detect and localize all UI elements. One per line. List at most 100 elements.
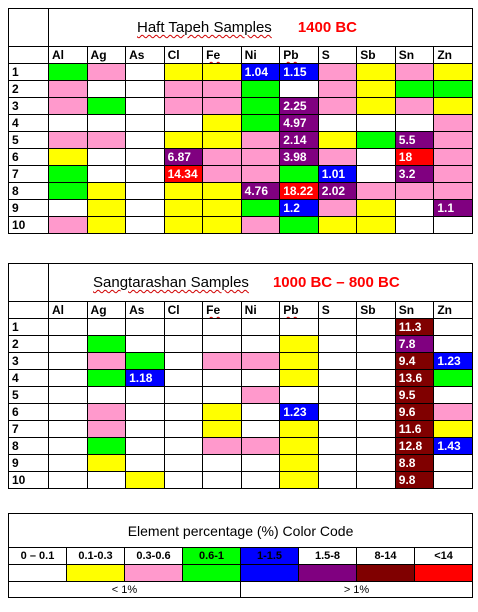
- cell-cl: [163, 80, 204, 98]
- cell-pb: [279, 80, 319, 98]
- cell-cl: [163, 386, 204, 404]
- cell-ni: [240, 216, 281, 234]
- element-symbol: Pb: [283, 303, 299, 317]
- legend-swatch: [240, 564, 299, 582]
- legend-footer-high: > 1%: [239, 581, 474, 598]
- table-title: Haft Tapeh Samples: [137, 19, 272, 36]
- sample-number: 3: [8, 97, 49, 115]
- cell-as: [125, 216, 165, 234]
- cell-sb: [356, 182, 396, 200]
- sample-row: 10 9.8: [8, 471, 473, 489]
- cell-zn: 1.43: [433, 437, 473, 455]
- cell-fe: [202, 80, 242, 98]
- cell-cl: [163, 335, 204, 353]
- cell-cl: [163, 97, 204, 115]
- cell-sb: [356, 420, 396, 438]
- cell-pb: [279, 471, 319, 489]
- cell-cl: [163, 369, 204, 387]
- element-symbol: Fe: [206, 303, 221, 317]
- cell-ni: [240, 80, 281, 98]
- sample-row: 10: [8, 216, 473, 234]
- sample-number: 9: [8, 454, 49, 472]
- cell-sn: [394, 63, 435, 81]
- sample-row: 9 8.8: [8, 454, 473, 472]
- cell-al: [48, 114, 88, 132]
- cell-fe: [202, 131, 242, 149]
- sample-number: 2: [8, 80, 49, 98]
- cell-sn: [394, 114, 435, 132]
- cell-sb: [356, 63, 396, 81]
- sample-number: 10: [8, 471, 49, 489]
- element-header-sb: Sb: [356, 301, 396, 319]
- cell-al: [48, 352, 88, 370]
- legend-title: Element percentage (%) Color Code: [7, 513, 474, 548]
- legend-swatch: [413, 564, 474, 582]
- cell-s: [317, 131, 358, 149]
- cell-s: [317, 369, 358, 387]
- sample-number: 2: [8, 335, 49, 353]
- element-header-row: Al Ag As Cl Fe Ni Pb S Sb Sn Zn: [8, 301, 473, 319]
- cell-ni: [240, 199, 281, 217]
- sample-number: 7: [8, 165, 49, 183]
- cell-zn: [433, 318, 473, 336]
- cell-s: [317, 114, 358, 132]
- cell-zn: [433, 335, 473, 353]
- cell-ni: 1.04: [240, 63, 281, 81]
- cell-s: [317, 318, 358, 336]
- element-header-sn: Sn: [394, 46, 435, 64]
- cell-ag: [86, 318, 127, 336]
- cell-as: [125, 386, 165, 404]
- cell-pb: [279, 437, 319, 455]
- legend-range-label: 0.3-0.6: [124, 547, 183, 565]
- cell-s: [317, 199, 358, 217]
- table-corner-cell: [8, 8, 49, 47]
- cell-s: [317, 471, 358, 489]
- cell-ag: [86, 386, 127, 404]
- legend-range-row: 0 – 0.1 0.1-0.3 0.3-0.6 0.6-1 1-1.5 1.5-8 8-14…: [8, 547, 474, 565]
- cell-cl: [163, 182, 204, 200]
- cell-sn: [394, 216, 435, 234]
- cell-sb: [356, 471, 396, 489]
- cell-al: [48, 80, 88, 98]
- cell-cl: [163, 403, 204, 421]
- cell-zn: [433, 403, 473, 421]
- cell-pb: [279, 369, 319, 387]
- table-title: Sangtarashan Samples: [93, 274, 249, 291]
- cell-sb: [356, 352, 396, 370]
- element-header-as: As: [125, 301, 165, 319]
- cell-ni: [240, 369, 281, 387]
- cell-fe: [202, 148, 242, 166]
- element-header-pb: Pb: [279, 301, 319, 319]
- cell-ag: [86, 63, 127, 81]
- cell-ni: [240, 148, 281, 166]
- legend-swatch-row: [8, 564, 474, 582]
- cell-as: [125, 97, 165, 115]
- cell-ag: [86, 148, 127, 166]
- cell-cl: [163, 318, 204, 336]
- cell-fe: [202, 352, 242, 370]
- sample-row: 2 7.8: [8, 335, 473, 353]
- cell-ag: [86, 403, 127, 421]
- cell-ag: [86, 182, 127, 200]
- cell-ni: [240, 471, 281, 489]
- cell-s: [317, 386, 358, 404]
- cell-sb: [356, 114, 396, 132]
- cell-zn: [433, 80, 473, 98]
- cell-fe: [202, 63, 242, 81]
- cell-as: [125, 352, 165, 370]
- cell-ag: [86, 369, 127, 387]
- cell-as: [125, 148, 165, 166]
- sample-row: 6 1.23 9.6: [8, 403, 473, 421]
- cell-fe: [202, 454, 242, 472]
- sample-number: 6: [8, 148, 49, 166]
- cell-s: [317, 335, 358, 353]
- cell-sn: 8.8: [394, 454, 435, 472]
- sample-row: 1 11.3: [8, 318, 473, 336]
- header-corner-cell: [8, 301, 49, 319]
- cell-sb: [356, 454, 396, 472]
- cell-ag: [86, 335, 127, 353]
- cell-al: [48, 471, 88, 489]
- cell-cl: [163, 216, 204, 234]
- element-symbol: Fe: [206, 48, 221, 62]
- cell-as: [125, 403, 165, 421]
